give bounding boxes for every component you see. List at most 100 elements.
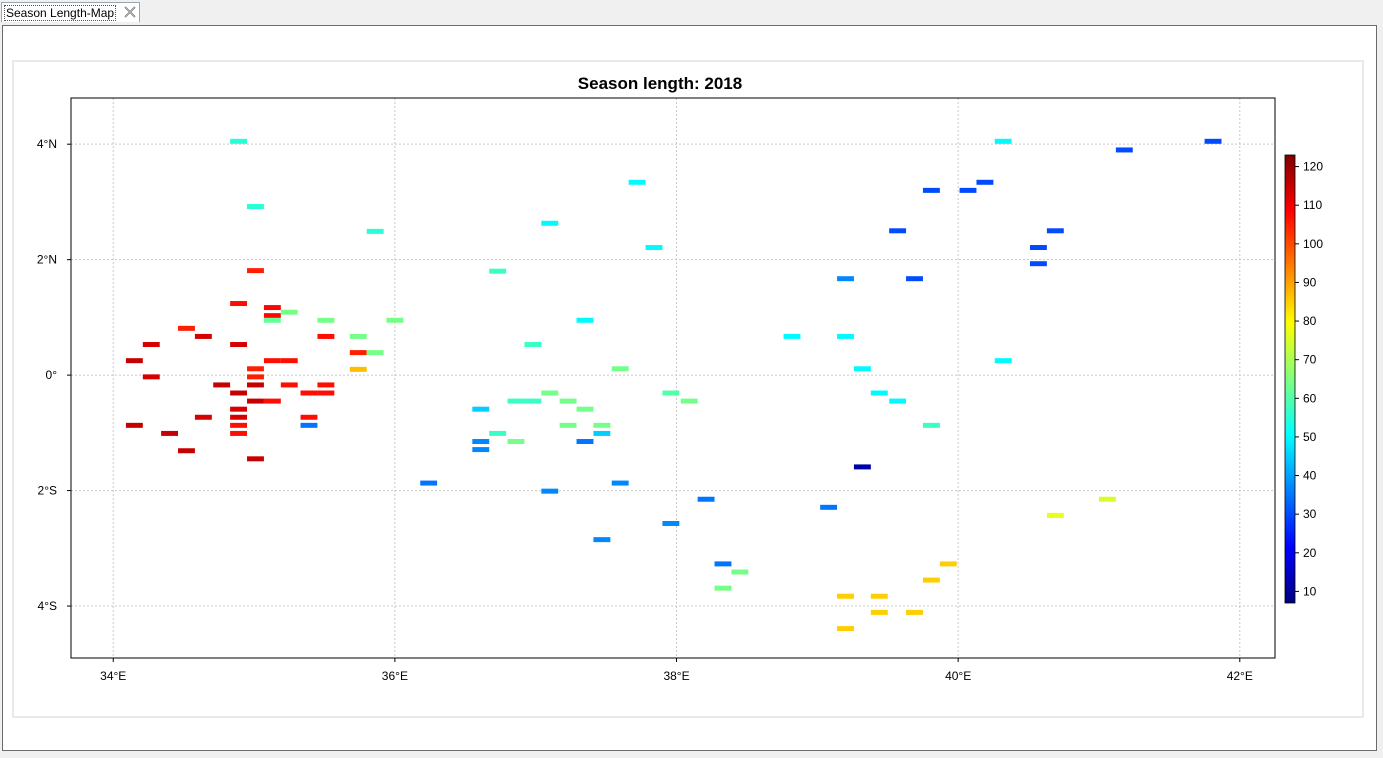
heatmap-cell: [837, 333, 854, 339]
colorbar-tick-label: 110: [1303, 198, 1322, 212]
heatmap-cell: [837, 626, 854, 632]
heatmap-cell: [922, 187, 940, 193]
y-axis: 4°N 2°N 0° 2°S 4°S: [37, 137, 71, 613]
heatmap-cell: [628, 179, 646, 185]
heatmap-cell: [906, 276, 923, 282]
heatmap-cell: [783, 333, 801, 339]
heatmap-cell: [507, 398, 525, 404]
heatmap-cell: [611, 366, 629, 372]
heatmap-cell: [906, 609, 923, 615]
plot-area-border: [70, 97, 1276, 659]
colorbar-tick-label: 80: [1303, 314, 1317, 328]
heatmap-cell: [994, 138, 1012, 144]
colorbar: 10 20 30 40 50 60 70 80 90 100 110 120: [1284, 154, 1323, 604]
heatmap-cell: [1029, 245, 1047, 251]
colorbar-gradient: [1284, 154, 1296, 604]
x-tick-label: 34°E: [100, 669, 126, 683]
x-tick-label: 36°E: [382, 669, 408, 683]
heatmap-cell: [853, 464, 871, 470]
heatmap-cell: [317, 382, 335, 388]
chart-panel: Season length: 2018 34°E 36°E 38°E 40°E 42°E…: [12, 60, 1364, 718]
heatmap-cell: [507, 439, 525, 444]
x-tick-label: 40°E: [945, 669, 971, 683]
heatmap-cell: [611, 480, 629, 486]
heatmap-cell: [349, 333, 367, 339]
heatmap-cell: [976, 179, 994, 185]
colorbar-tick-label: 10: [1303, 584, 1317, 598]
heatmap-cell: [263, 313, 281, 319]
tab-season-length-map[interactable]: Season Length-Map: [1, 2, 140, 22]
heatmap-cell: [280, 358, 298, 364]
heatmap-cell: [870, 390, 888, 396]
heatmap-cell: [524, 342, 542, 348]
heatmap-cell: [366, 228, 384, 234]
heatmap-cell: [263, 305, 281, 311]
heatmap-cell: [317, 333, 335, 339]
heatmap-cell: [922, 577, 940, 583]
heatmap-cell: [349, 350, 367, 356]
colorbar-tick-label: 120: [1303, 160, 1323, 174]
heatmap-cell: [213, 382, 231, 388]
heatmap-cell: [247, 374, 264, 380]
heatmap-cell: [472, 439, 490, 444]
heatmap-cell: [524, 398, 542, 404]
heatmap-cell: [178, 448, 195, 454]
heatmap-cell: [697, 496, 715, 502]
heatmap-cell: [420, 480, 438, 486]
heatmap-cell: [230, 342, 248, 348]
heatmap-cell: [230, 301, 248, 307]
heatmap-cell: [559, 398, 577, 404]
tab-label: Season Length-Map: [3, 4, 117, 21]
heatmap-cell: [472, 406, 490, 412]
heatmap-cell: [230, 138, 248, 144]
heatmap-cell: [194, 414, 212, 420]
heatmap-cell: [714, 585, 732, 591]
heatmap-cell: [1115, 147, 1133, 153]
heatmap-cell: [662, 520, 680, 526]
heatmap-cell: [837, 276, 854, 282]
colorbar-tick-label: 30: [1303, 507, 1317, 521]
heatmap-cell: [142, 342, 160, 348]
heatmap-cell: [1046, 512, 1064, 518]
heatmap-cell: [489, 268, 507, 274]
y-tick-label: 2°S: [38, 484, 57, 498]
colorbar-tick-label: 50: [1303, 430, 1317, 444]
heatmap-cell: [386, 317, 404, 323]
heatmap-cell: [230, 390, 248, 396]
heatmap-cell: [263, 398, 281, 404]
heatmap-cell: [161, 430, 179, 436]
x-tick-label: 42°E: [1227, 669, 1253, 683]
heatmap-cell: [576, 317, 594, 323]
colorbar-tick-label: 40: [1303, 469, 1317, 483]
heatmap-cell: [263, 317, 281, 323]
heatmap-cell: [142, 374, 160, 380]
heatmap-cell: [247, 382, 264, 388]
heatmap-cell: [939, 561, 957, 567]
heatmap-cell: [645, 245, 663, 251]
heatmap-cell: [889, 398, 907, 404]
heatmap-cell: [559, 422, 577, 428]
y-tick-label: 4°S: [38, 599, 57, 613]
heatmap-cell: [300, 422, 318, 428]
close-icon[interactable]: [123, 5, 137, 19]
heatmap-cell: [230, 406, 248, 412]
chart-title: Season length: 2018: [578, 74, 742, 93]
heatmap-cell: [317, 317, 335, 323]
heatmap-cell: [194, 333, 212, 339]
colorbar-tick-label: 90: [1303, 275, 1317, 289]
heatmap-cell: [125, 422, 143, 428]
heatmap-cell: [230, 414, 248, 420]
heatmap-cell: [472, 447, 490, 453]
grid-lines: [71, 98, 1275, 658]
heatmap-cell: [576, 439, 594, 444]
heatmap-cell: [247, 366, 264, 372]
heatmap-cell: [680, 398, 698, 404]
heatmap-cell: [280, 309, 298, 315]
heatmap-cell: [576, 406, 594, 412]
heatmap-cell: [959, 187, 977, 193]
heatmap-cell: [994, 358, 1012, 364]
heatmap-cell: [247, 456, 264, 462]
heatmap-cell: [541, 488, 559, 494]
heatmap-cell: [541, 220, 559, 226]
heatmap-cell: [247, 204, 264, 210]
